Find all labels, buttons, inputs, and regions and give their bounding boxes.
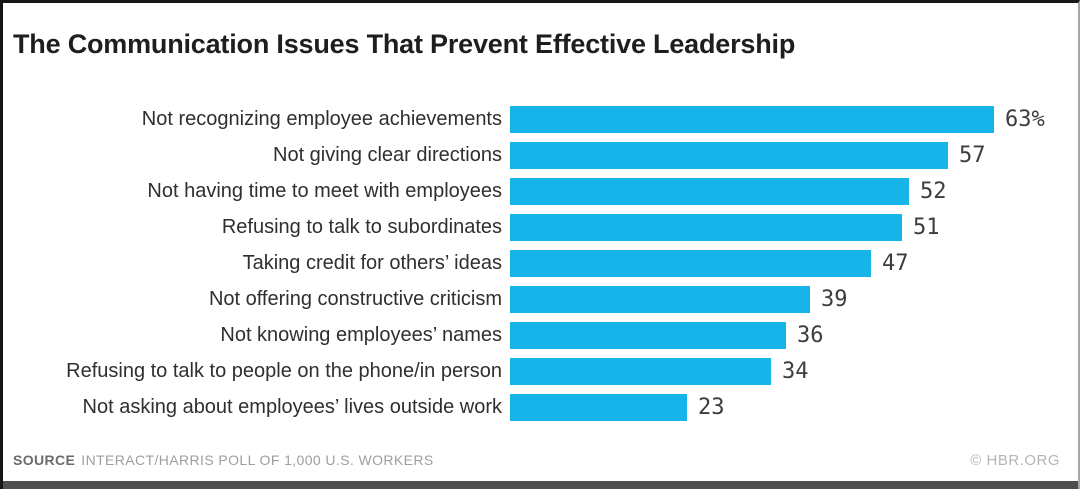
bar-area: 23	[510, 389, 1078, 425]
category-label: Not knowing employees’ names	[220, 323, 502, 346]
category-label: Taking credit for others’ ideas	[242, 251, 502, 274]
bar-area: 34	[510, 353, 1078, 389]
value-label: 51	[913, 214, 940, 240]
bar-row: Taking credit for others’ ideas 47	[3, 245, 1078, 281]
chart-title: The Communication Issues That Prevent Ef…	[13, 29, 796, 59]
value-label: 52	[920, 178, 947, 204]
bar-row: Not offering constructive criticism 39	[3, 281, 1078, 317]
bar-row: Not recognizing employee achievements 63%	[3, 101, 1078, 137]
bar-area: 51	[510, 209, 1078, 245]
bar-row: Not knowing employees’ names 36	[3, 317, 1078, 353]
bar-area: 63%	[510, 101, 1078, 137]
category-label: Refusing to talk to people on the phone/…	[66, 359, 502, 382]
bar-row: Not having time to meet with employees 52	[3, 173, 1078, 209]
bar-row: Refusing to talk to subordinates 51	[3, 209, 1078, 245]
bar	[510, 141, 948, 169]
bar	[510, 285, 810, 313]
bar	[510, 105, 994, 133]
value-label: 39	[821, 286, 848, 312]
bar	[510, 249, 871, 277]
value-label: 23	[698, 394, 725, 420]
bottom-strip	[3, 481, 1078, 489]
category-label: Not having time to meet with employees	[147, 179, 502, 202]
bar	[510, 357, 771, 385]
hbr-credit: © HBR.ORG	[970, 452, 1060, 469]
source-text: INTERACT/HARRIS POLL OF 1,000 U.S. WORKE…	[81, 452, 434, 468]
value-label: 36	[797, 322, 824, 348]
bar	[510, 393, 687, 421]
bar-chart: Not recognizing employee achievements 63%…	[3, 101, 1078, 425]
chart-footer: SOURCE INTERACT/HARRIS POLL OF 1,000 U.S.…	[13, 452, 1060, 469]
category-label: Refusing to talk to subordinates	[221, 215, 502, 238]
value-label: 47	[882, 250, 909, 276]
category-label: Not recognizing employee achievements	[141, 107, 502, 130]
bar-row: Not asking about employees’ lives outsid…	[3, 389, 1078, 425]
bar-row: Not giving clear directions 57	[3, 137, 1078, 173]
bar-area: 52	[510, 173, 1078, 209]
bar-area: 47	[510, 245, 1078, 281]
bar	[510, 213, 902, 241]
bar-row: Refusing to talk to people on the phone/…	[3, 353, 1078, 389]
source-line: SOURCE INTERACT/HARRIS POLL OF 1,000 U.S.…	[13, 452, 434, 468]
bar	[510, 321, 786, 349]
value-label: 57	[959, 142, 986, 168]
value-label: 63%	[1005, 106, 1045, 132]
source-label: SOURCE	[13, 452, 76, 468]
category-label: Not offering constructive criticism	[208, 287, 502, 310]
bar-area: 36	[510, 317, 1078, 353]
bar-area: 39	[510, 281, 1078, 317]
value-label: 34	[782, 358, 809, 384]
bar-area: 57	[510, 137, 1078, 173]
category-label: Not giving clear directions	[273, 143, 502, 166]
bar	[510, 177, 909, 205]
category-label: Not asking about employees’ lives outsid…	[82, 395, 502, 418]
